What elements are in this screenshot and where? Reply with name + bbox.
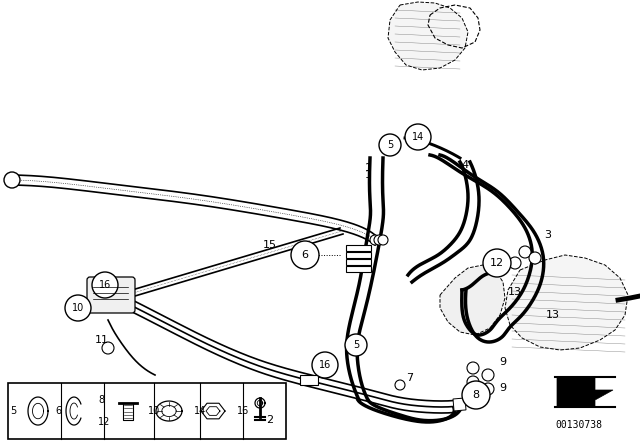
Text: 14: 14 bbox=[194, 406, 206, 416]
Circle shape bbox=[467, 376, 479, 388]
Text: 5: 5 bbox=[387, 140, 393, 150]
Circle shape bbox=[482, 383, 494, 395]
Text: 13: 13 bbox=[508, 287, 522, 297]
Circle shape bbox=[4, 172, 20, 188]
Circle shape bbox=[529, 252, 541, 264]
Text: 12: 12 bbox=[98, 417, 110, 427]
Bar bbox=[346, 252, 371, 258]
Circle shape bbox=[509, 257, 521, 269]
Text: 6: 6 bbox=[301, 250, 308, 260]
Circle shape bbox=[378, 235, 388, 245]
Polygon shape bbox=[557, 378, 613, 406]
FancyBboxPatch shape bbox=[87, 277, 135, 313]
Bar bbox=[346, 245, 371, 250]
Text: 8: 8 bbox=[98, 395, 104, 405]
Circle shape bbox=[370, 235, 380, 245]
Text: 16: 16 bbox=[99, 280, 111, 290]
Text: 1: 1 bbox=[365, 170, 371, 180]
Text: 9: 9 bbox=[499, 357, 507, 367]
Text: 2: 2 bbox=[266, 415, 273, 425]
Bar bbox=[453, 398, 466, 411]
Text: 6: 6 bbox=[55, 406, 61, 416]
Circle shape bbox=[65, 295, 91, 321]
Polygon shape bbox=[388, 2, 468, 70]
Text: 12: 12 bbox=[490, 258, 504, 268]
Text: 8: 8 bbox=[472, 390, 479, 400]
Circle shape bbox=[405, 124, 431, 150]
Text: 16: 16 bbox=[237, 406, 249, 416]
Circle shape bbox=[102, 342, 114, 354]
Text: 10: 10 bbox=[72, 303, 84, 313]
Text: 1: 1 bbox=[365, 163, 371, 173]
Circle shape bbox=[374, 235, 384, 245]
Circle shape bbox=[462, 381, 490, 409]
Text: 11: 11 bbox=[95, 335, 109, 345]
Bar bbox=[8, 383, 286, 439]
Text: 7: 7 bbox=[406, 373, 413, 383]
Text: 5: 5 bbox=[10, 406, 16, 416]
Circle shape bbox=[483, 249, 511, 277]
Bar bbox=[346, 259, 371, 264]
Bar bbox=[300, 375, 318, 385]
Circle shape bbox=[92, 272, 118, 298]
Text: 10: 10 bbox=[148, 406, 160, 416]
Circle shape bbox=[467, 362, 479, 374]
Text: 3: 3 bbox=[545, 230, 552, 240]
Text: 4: 4 bbox=[461, 160, 468, 170]
Circle shape bbox=[519, 246, 531, 258]
Text: 00130738: 00130738 bbox=[555, 420, 602, 430]
Circle shape bbox=[312, 352, 338, 378]
Text: 13: 13 bbox=[546, 310, 560, 320]
Text: 5: 5 bbox=[353, 340, 359, 350]
Text: 9: 9 bbox=[499, 383, 507, 393]
Circle shape bbox=[291, 241, 319, 269]
Bar bbox=[346, 266, 371, 271]
Circle shape bbox=[345, 334, 367, 356]
Circle shape bbox=[395, 380, 405, 390]
Polygon shape bbox=[440, 265, 505, 335]
Circle shape bbox=[379, 134, 401, 156]
Polygon shape bbox=[505, 255, 628, 350]
Text: 14: 14 bbox=[412, 132, 424, 142]
Text: 15: 15 bbox=[263, 240, 277, 250]
Text: 16: 16 bbox=[319, 360, 331, 370]
Circle shape bbox=[482, 369, 494, 381]
